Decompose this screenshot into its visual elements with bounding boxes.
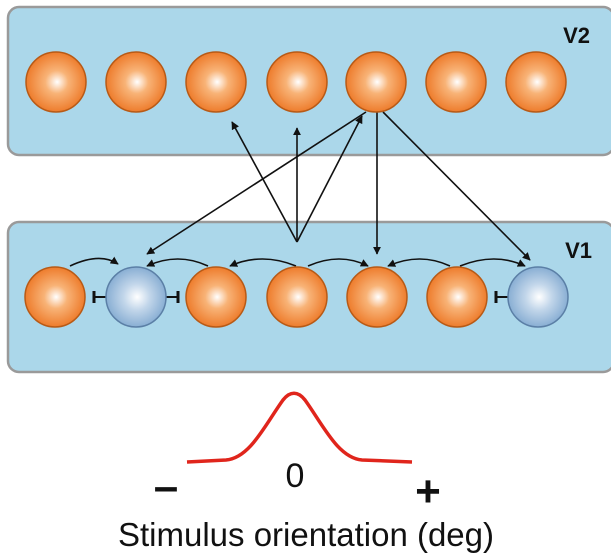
v1-neuron-5-excitatory <box>346 266 408 328</box>
v2-neuron-6-excitatory <box>425 51 487 113</box>
fb-arrow-1 <box>146 111 367 255</box>
v2-neuron-2-excitatory <box>105 51 167 113</box>
plus-sign: + <box>415 467 441 516</box>
tuning-curve <box>186 391 413 464</box>
lateral-arc-5 <box>387 258 451 267</box>
v2-neuron-5-excitatory <box>345 51 407 113</box>
lateral-arc-1 <box>69 256 119 267</box>
v1-neuron-1-excitatory <box>24 266 86 328</box>
lateral-arc-6 <box>459 258 526 267</box>
v2-neuron-1-excitatory <box>25 51 87 113</box>
fb-arrow-3 <box>382 111 531 261</box>
lateral-arc-2 <box>146 258 209 267</box>
x-axis-label: Stimulus orientation (deg) <box>118 516 494 553</box>
inter-area-connections <box>146 111 531 261</box>
ff-arrow-3 <box>296 115 363 243</box>
minus-sign: – <box>154 462 178 511</box>
lateral-arc-4 <box>307 258 369 267</box>
v2-neuron-7-excitatory <box>505 51 567 113</box>
v1-neuron-6-excitatory <box>426 266 488 328</box>
v1-label: V1 <box>565 238 592 263</box>
lateral-connections <box>69 256 526 267</box>
v1-neuron-4-excitatory <box>266 266 328 328</box>
v2-neuron-3-excitatory <box>185 51 247 113</box>
v1-neuron-row <box>24 266 569 328</box>
v2-neuron-4-excitatory <box>266 51 328 113</box>
v1-neuron-2-inhibitory <box>105 266 167 328</box>
v2-label: V2 <box>563 23 590 48</box>
v1-neuron-7-inhibitory <box>507 266 569 328</box>
zero-label: 0 <box>286 457 305 495</box>
v2-neuron-row <box>25 51 567 113</box>
lateral-arc-3 <box>229 258 297 267</box>
v1-neuron-3-excitatory <box>185 266 247 328</box>
inhibitory-connections <box>92 291 510 303</box>
ff-arrow-1 <box>231 121 298 243</box>
